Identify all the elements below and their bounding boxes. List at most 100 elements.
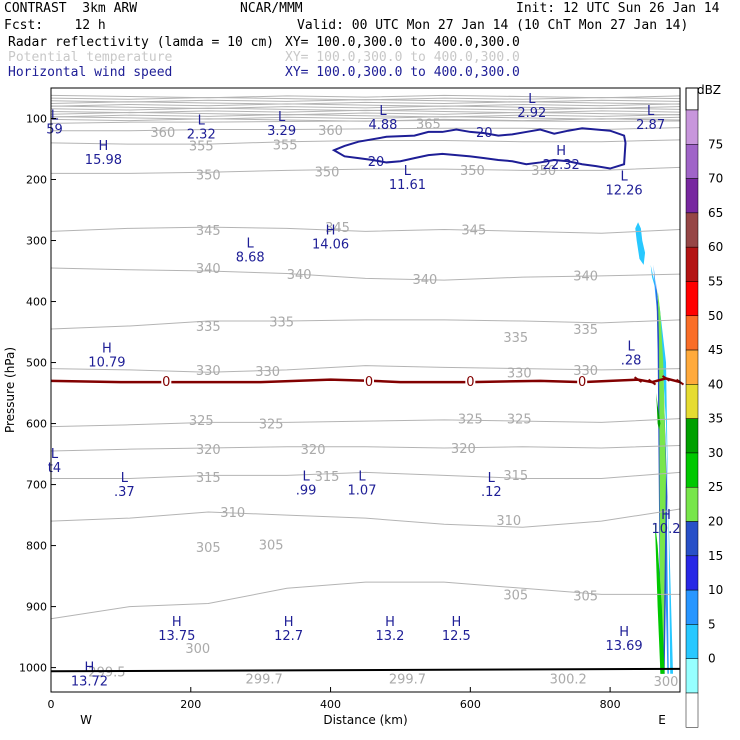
wind-extremum-value: 10.79 [88, 355, 125, 370]
theta-contour-label: 330 [573, 364, 598, 379]
theta-contour-label: 355 [189, 139, 214, 154]
theta-contour-label: 350 [531, 164, 556, 179]
zero-contour-label: 0 [578, 375, 586, 390]
wind-extremum-value: 4.88 [368, 118, 397, 133]
reflectivity-area [654, 521, 665, 674]
theta-contour-label: 305 [573, 590, 598, 605]
theta-contour-line [50, 508, 681, 528]
wind-extremum-type: L [302, 470, 310, 485]
theta-contour-label: 320 [301, 443, 326, 458]
colorbar-swatch [685, 144, 699, 179]
endpoint-west-label: W [80, 713, 92, 727]
theta-contour-label: 335 [196, 320, 221, 335]
endpoint-east-label: E [658, 713, 666, 727]
theta-contour-label: 335 [269, 316, 294, 331]
wind-extremum-value: t4 [48, 461, 61, 476]
colorbar-swatch [685, 658, 699, 694]
theta-contour-label: 300 [185, 642, 210, 657]
theta-contour-label: 330 [507, 366, 532, 381]
y-tick-label: 500 [26, 357, 47, 370]
colorbar-swatch [685, 452, 699, 488]
zero-contour-line [647, 378, 657, 386]
reflectivity-area [635, 222, 646, 265]
wind-extremum-type: L [647, 104, 655, 119]
theta-contour-label: 350 [460, 164, 485, 179]
wind-extremum-value: 2.32 [187, 127, 216, 142]
zero-label-bg [577, 376, 588, 389]
colorbar-level-label: 40 [708, 377, 723, 391]
wind-extremum-type: H [385, 615, 395, 630]
wind-extremum-value: 8.68 [236, 251, 265, 266]
wind-extremum-value: 11.61 [389, 178, 426, 193]
colorbar-swatch [685, 349, 699, 385]
colorbar-level-label: 65 [708, 206, 723, 220]
wind-extremum-type: L [379, 104, 387, 119]
theta-contour-label: 355 [273, 139, 298, 154]
theta-contour-label: 305 [196, 541, 221, 556]
theta-contour-line [50, 365, 681, 373]
y-tick-label: 600 [26, 418, 47, 431]
x-tick-label: 400 [320, 698, 341, 711]
theta-contour-line [50, 116, 681, 120]
wind-extremum-value: 13.69 [605, 639, 642, 654]
y-tick-label: 300 [26, 235, 47, 248]
wind-extremum-type: L [198, 113, 206, 128]
wind-extremum-type: H [102, 341, 112, 356]
wind-extremum-value: .28 [621, 354, 642, 369]
theta-contour-label: 299.5 [88, 665, 125, 680]
theta-contour-label: 325 [259, 418, 284, 433]
zero-contour-label: 0 [365, 375, 373, 390]
colorbar-swatch [685, 212, 699, 248]
field-theta-name: Potential temperature [8, 50, 173, 65]
x-tick-label: 600 [460, 698, 481, 711]
zero-label-bg [161, 376, 172, 389]
colorbar-unit: dBZ [697, 83, 721, 97]
wind-extremum-value: 2.87 [636, 118, 665, 133]
colorbar-level-label: 35 [708, 412, 723, 426]
theta-contour-line [50, 111, 681, 116]
theta-contour-label: 330 [255, 365, 280, 380]
wind-extremum-value: .12 [481, 485, 502, 500]
wind-extremum-type: H [99, 139, 109, 154]
colorbar-swatch [685, 555, 699, 591]
colorbar-swatch [685, 692, 699, 728]
theta-contour-label: 350 [196, 169, 221, 184]
wind-extremum-type: H [451, 615, 461, 630]
wind-extremum-value: 15.98 [85, 153, 122, 168]
wind-contour-label: 20 [476, 126, 493, 141]
theta-contour-label: 315 [315, 470, 340, 485]
theta-contour-label: 340 [287, 268, 312, 283]
zero-contour-line [661, 375, 671, 382]
wind-extremum-type: H [556, 144, 566, 159]
wind-extremum-type: L [51, 447, 59, 462]
colorbar-swatch [685, 486, 699, 522]
wind-extremum-type: H [619, 625, 629, 640]
wind-extremum-type: H [172, 615, 182, 630]
colorbar-swatch [685, 109, 699, 145]
x-axis-title: Distance (km) [323, 713, 407, 727]
theta-contour-label: 325 [507, 413, 532, 428]
theta-contour-label: 310 [220, 506, 245, 521]
theta-contour-line [51, 471, 681, 479]
theta-contour-line [50, 99, 681, 103]
wind-extremum-value: 22.32 [543, 158, 580, 173]
wind-extremum-type: L [247, 237, 255, 252]
wind-extremum-type: L [488, 471, 496, 486]
colorbar-level-label: 75 [708, 137, 723, 151]
colorbar-level-label: 5 [708, 617, 716, 631]
wind-extremum-value: 3.29 [267, 124, 296, 139]
theta-contour-label: 360 [318, 124, 343, 139]
wind-extremum-type: L [620, 169, 628, 184]
colorbar-cap [685, 87, 699, 111]
wind-extremum-type: L [51, 108, 59, 123]
zero-contour-label: 0 [466, 375, 474, 390]
theta-contour-label: 305 [259, 538, 284, 553]
colorbar-level-label: 50 [708, 309, 723, 323]
zero-contour-label: 0 [162, 375, 170, 390]
wind-extremum-value: 13.2 [375, 629, 404, 644]
theta-contour-line [50, 105, 681, 109]
reflectivity-area [656, 393, 661, 430]
theta-contour-label: 300.2 [550, 673, 587, 688]
theta-contour-label: 300 [654, 675, 679, 690]
field-wind-name: Horizontal wind speed [8, 65, 173, 80]
